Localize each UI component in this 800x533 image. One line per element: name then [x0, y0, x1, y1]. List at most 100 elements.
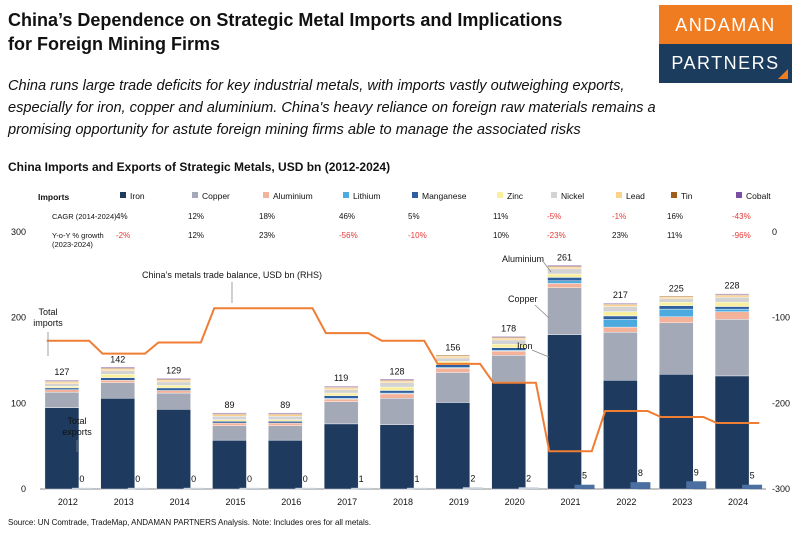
bar-segment-aluminium: [323, 398, 359, 402]
table-cell-value: -56%: [339, 231, 358, 240]
bar-segment-copper: [100, 382, 135, 399]
export-total-label: 0: [191, 474, 196, 484]
table-cell-value: 11%: [493, 212, 508, 221]
bar-segment-copper: [547, 287, 582, 335]
bar-segment-aluminium: [379, 393, 415, 399]
bar-segment-nickel: [212, 415, 247, 420]
bar-segment-iron: [268, 439, 303, 490]
import-total-label: 89: [280, 400, 290, 410]
legend-swatch-copper: [192, 192, 198, 198]
y-tick-label-left: 100: [11, 398, 26, 408]
legend-label-nickel: Nickel: [561, 191, 584, 201]
import-total-label: 142: [110, 354, 125, 364]
export-bar: [239, 487, 260, 489]
bar-segment-zinc: [603, 311, 638, 317]
bar-segment-iron: [659, 374, 694, 490]
bar-segment-aluminium: [268, 422, 303, 426]
export-bar: [295, 487, 316, 489]
copper-annotation: Copper: [508, 294, 538, 304]
import-total-label: 261: [557, 252, 572, 262]
legend-swatch-zinc: [497, 192, 503, 198]
bar-segment-zinc: [323, 392, 359, 396]
page-title: China’s Dependence on Strategic Metal Im…: [8, 10, 563, 54]
bar-segment-iron: [435, 402, 471, 490]
import-total-label: 119: [334, 373, 348, 383]
export-bar: [686, 481, 707, 489]
x-tick-label: 2013: [114, 497, 134, 507]
bar-segment-aluminium: [156, 390, 191, 394]
legend-label-iron: Iron: [130, 191, 145, 201]
bar-segment-lead: [100, 368, 135, 371]
bar-segment-lithium: [547, 280, 582, 284]
logo-triangle-icon: [778, 69, 788, 79]
bar-segment-aluminium: [212, 422, 247, 426]
bar-segment-lead: [212, 414, 247, 417]
bar-segment-zinc: [379, 386, 415, 391]
bar-segment-lead: [435, 356, 471, 359]
bar-segment-lead: [44, 381, 80, 384]
export-total-label: 1: [359, 474, 364, 484]
legend-label-tin: Tin: [681, 191, 693, 201]
bar-segment-copper: [379, 397, 415, 425]
bar-segment-zinc: [268, 419, 303, 422]
bar-segment-aluminium: [44, 389, 80, 393]
x-tick-label: 2017: [337, 497, 357, 507]
bar-segment-nickel: [44, 383, 80, 387]
table-header: Imports: [38, 192, 69, 202]
bar-segment-lithium: [659, 308, 694, 318]
legend-label-copper: Copper: [202, 191, 230, 201]
export-total-label: 2: [526, 473, 531, 483]
legend-label-cobalt: Cobalt: [746, 191, 771, 201]
x-tick-label: 2018: [393, 497, 413, 507]
bar-segment-aluminium: [491, 350, 526, 356]
bar-segment-lead: [547, 266, 582, 270]
bar-segment-iron: [603, 380, 638, 490]
bar-segment-manganese: [379, 390, 415, 394]
bar-segment-nickel: [379, 382, 415, 388]
legend-swatch-lead: [616, 192, 622, 198]
export-total-label: 0: [303, 474, 308, 484]
table-cell-value: 18%: [259, 212, 275, 221]
bar-segment-iron: [547, 334, 582, 490]
legend-swatch-iron: [120, 192, 126, 198]
legend-swatch-aluminium: [263, 192, 269, 198]
x-tick-label: 2020: [505, 497, 525, 507]
logo-bottom-label: PARTNERS: [671, 53, 780, 73]
bar-segment-lead: [714, 295, 750, 298]
bar-segment-zinc: [212, 419, 247, 422]
total-exports-annotation: Total exports: [62, 416, 92, 437]
bar-segment-lead: [156, 380, 191, 383]
y-tick-label-left: 0: [21, 484, 26, 494]
bar-segment-iron: [379, 424, 415, 490]
source-note: Source: UN Comtrade, TradeMap, ANDAMAN P…: [8, 518, 371, 527]
legend-label-lithium: Lithium: [353, 191, 380, 201]
export-total-label: 2: [470, 473, 475, 483]
bar-segment-nickel: [156, 381, 191, 386]
import-total-label: 225: [669, 283, 684, 293]
bar-segment-copper: [603, 332, 638, 381]
bar-segment-manganese: [603, 315, 638, 320]
bar-segment-manganese: [714, 306, 750, 310]
x-tick-label: 2016: [281, 497, 301, 507]
export-total-label: 0: [79, 474, 84, 484]
export-total-label: 0: [247, 474, 252, 484]
bar-segment-lithium: [714, 308, 750, 312]
bar-segment-cobalt: [268, 412, 303, 414]
bar-segment-copper: [659, 322, 694, 375]
table-cell-value: 10%: [493, 231, 509, 240]
bar-segment-iron: [212, 439, 247, 490]
bar-segment-tin: [659, 296, 694, 298]
bar-segment-cobalt: [714, 293, 750, 295]
table-cell-value: -1%: [612, 212, 626, 221]
export-total-label: 8: [638, 468, 643, 478]
legend-label-aluminium: Aluminium: [273, 191, 313, 201]
table-cell-value: -10%: [408, 231, 427, 240]
bar-segment-lead: [659, 296, 694, 300]
table-cell-value: 4%: [116, 212, 128, 221]
bar-segment-nickel: [268, 415, 303, 420]
bar-segment-manganese: [212, 421, 247, 424]
table-cell-value: -2%: [116, 231, 130, 240]
table-row-label: CAGR (2014-2024): [52, 212, 117, 221]
bar-segment-lithium: [603, 319, 638, 328]
import-total-label: 89: [224, 400, 234, 410]
